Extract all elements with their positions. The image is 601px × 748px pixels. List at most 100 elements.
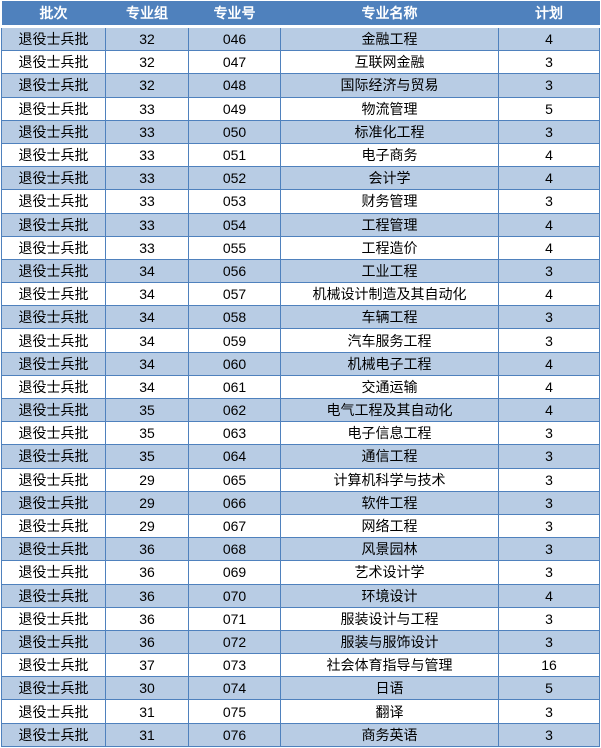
table-row: 退役士兵批 29 067 网络工程 3 [1,513,600,539]
plan-cell: 3 [498,699,600,724]
batch-cell: 退役士兵批 [1,699,106,724]
batch-cell: 退役士兵批 [1,305,106,330]
major-name-cell: 机械设计制造及其自动化 [280,282,499,307]
plan-cell: 3 [498,490,600,515]
table-row: 退役士兵批 36 069 艺术设计学 3 [1,560,600,585]
major-name-cell: 工业工程 [280,258,499,284]
group-cell: 35 [105,421,189,446]
code-cell: 066 [188,490,281,515]
header-major-code: 专业号 [188,1,281,28]
header-major-group: 专业组 [105,1,189,28]
major-name-cell: 软件工程 [280,490,499,515]
major-name-cell: 服装与服饰设计 [280,629,499,655]
group-cell: 33 [105,166,189,191]
major-name-cell: 国际经济与贸易 [280,73,499,98]
code-cell: 069 [188,560,281,585]
group-cell: 34 [105,374,189,400]
batch-cell: 退役士兵批 [1,629,106,655]
plan-cell: 4 [498,397,600,423]
plan-cell: 3 [498,258,600,284]
plan-cell: 4 [498,166,600,191]
code-cell: 058 [188,305,281,330]
table-row: 退役士兵批 33 053 财务管理 3 [1,189,600,214]
plan-cell: 3 [498,722,600,747]
plan-cell: 3 [498,305,600,330]
header-batch: 批次 [1,1,106,28]
batch-cell: 退役士兵批 [1,142,106,168]
major-name-cell: 社会体育指导与管理 [280,653,499,678]
batch-cell: 退役士兵批 [1,560,106,585]
batch-cell: 退役士兵批 [1,189,106,214]
table-row: 退役士兵批 34 058 车辆工程 3 [1,305,600,330]
batch-cell: 退役士兵批 [1,50,106,75]
group-cell: 33 [105,119,189,144]
major-name-cell: 通信工程 [280,444,499,469]
major-name-cell: 翻译 [280,699,499,724]
code-cell: 062 [188,397,281,423]
group-cell: 32 [105,25,189,52]
major-name-cell: 服装设计与工程 [280,606,499,631]
group-cell: 34 [105,258,189,284]
group-cell: 35 [105,444,189,469]
major-name-cell: 电气工程及其自动化 [280,397,499,423]
group-cell: 33 [105,189,189,214]
code-cell: 076 [188,722,281,747]
plan-cell: 3 [498,444,600,469]
major-name-cell: 商务英语 [280,722,499,747]
group-cell: 33 [105,212,189,237]
major-name-cell: 电子商务 [280,142,499,168]
plan-cell: 3 [498,537,600,562]
major-name-cell: 风景园林 [280,537,499,562]
group-cell: 36 [105,606,189,631]
code-cell: 060 [188,351,281,376]
code-cell: 051 [188,142,281,168]
batch-cell: 退役士兵批 [1,235,106,260]
table-row: 退役士兵批 34 056 工业工程 3 [1,258,600,284]
table-row: 退役士兵批 36 071 服装设计与工程 3 [1,606,600,631]
table-row: 退役士兵批 33 054 工程管理 4 [1,212,600,237]
plan-cell: 3 [498,50,600,75]
plan-cell: 4 [498,25,600,52]
table-row: 退役士兵批 34 059 汽车服务工程 3 [1,328,600,353]
table-row: 退役士兵批 36 072 服装与服饰设计 3 [1,629,600,655]
batch-cell: 退役士兵批 [1,212,106,237]
code-cell: 052 [188,166,281,191]
table-row: 退役士兵批 31 076 商务英语 3 [1,722,600,747]
group-cell: 29 [105,467,189,492]
code-cell: 059 [188,328,281,353]
batch-cell: 退役士兵批 [1,119,106,144]
code-cell: 064 [188,444,281,469]
header-plan: 计划 [498,1,600,28]
plan-cell: 3 [498,328,600,353]
code-cell: 063 [188,421,281,446]
major-name-cell: 计算机科学与技术 [280,467,499,492]
code-cell: 053 [188,189,281,214]
plan-cell: 3 [498,560,600,585]
group-cell: 37 [105,653,189,678]
group-cell: 31 [105,722,189,747]
batch-cell: 退役士兵批 [1,166,106,191]
code-cell: 061 [188,374,281,400]
major-name-cell: 汽车服务工程 [280,328,499,353]
major-name-cell: 环境设计 [280,583,499,608]
code-cell: 074 [188,676,281,701]
major-name-cell: 财务管理 [280,189,499,214]
batch-cell: 退役士兵批 [1,583,106,608]
code-cell: 065 [188,467,281,492]
major-name-cell: 物流管理 [280,96,499,121]
group-cell: 33 [105,142,189,168]
batch-cell: 退役士兵批 [1,606,106,631]
major-name-cell: 工程造价 [280,235,499,260]
table-row: 退役士兵批 35 064 通信工程 3 [1,444,600,469]
table-row: 退役士兵批 35 062 电气工程及其自动化 4 [1,397,600,423]
group-cell: 30 [105,676,189,701]
code-cell: 068 [188,537,281,562]
plan-cell: 4 [498,583,600,608]
batch-cell: 退役士兵批 [1,676,106,701]
group-cell: 36 [105,537,189,562]
table-row: 退役士兵批 34 060 机械电子工程 4 [1,351,600,376]
code-cell: 046 [188,25,281,52]
code-cell: 049 [188,96,281,121]
group-cell: 33 [105,96,189,121]
